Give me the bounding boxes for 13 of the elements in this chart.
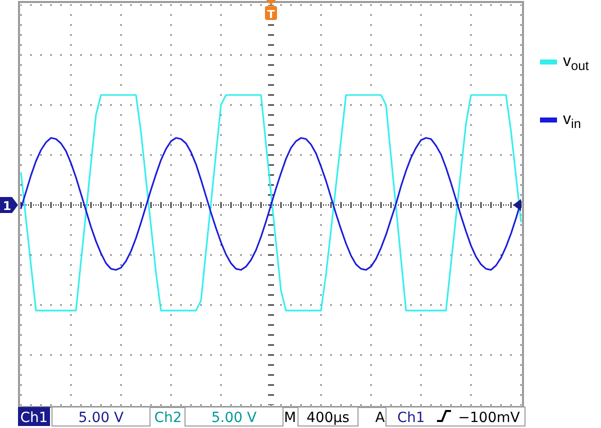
text: Ch1: [397, 410, 425, 426]
legend-label: v$_{in}$: [563, 111, 581, 131]
text: 5.00 V: [211, 410, 258, 426]
text: 5.00 V: [78, 410, 124, 426]
text: M: [284, 410, 296, 426]
legend-label: v$_{out}$: [563, 53, 590, 73]
text: 1: [2, 199, 12, 213]
text: 400µs: [306, 410, 350, 426]
text: A: [375, 410, 386, 426]
text: T: [267, 8, 276, 21]
text: −100mV: [458, 410, 520, 426]
text: Ch1: [20, 410, 48, 426]
text: Ch2: [154, 410, 182, 426]
